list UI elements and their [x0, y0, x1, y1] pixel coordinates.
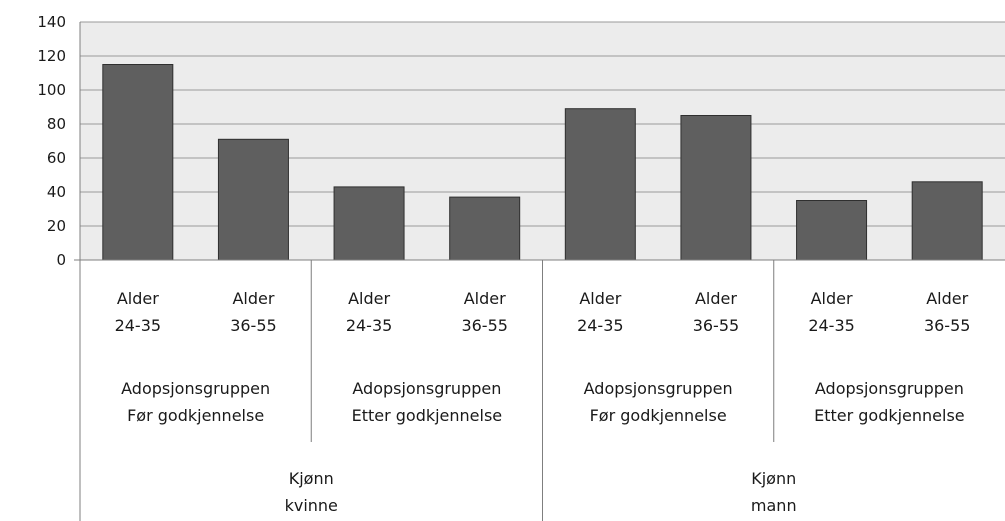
y-tick-label: 0 — [56, 251, 66, 269]
bar — [564, 108, 636, 261]
bar — [680, 115, 752, 261]
group-label-line: Adopsjonsgruppen — [584, 379, 733, 398]
gender-label-line: kvinne — [285, 496, 338, 515]
age-label: Alder 36-55 — [924, 289, 971, 335]
bar — [911, 181, 983, 261]
bar — [449, 196, 521, 261]
group-label: Adopsjonsgruppen Etter godkjennelse — [352, 379, 503, 425]
group-label-line: Før godkjennelse — [590, 406, 727, 425]
y-tick-label: 40 — [47, 183, 66, 201]
age-label-line: Alder — [926, 289, 968, 308]
age-label-line: 36-55 — [693, 316, 740, 335]
gender-label-line: Kjønn — [289, 469, 334, 488]
age-label-line: 24-35 — [115, 316, 162, 335]
group-label-line: Adopsjonsgruppen — [121, 379, 270, 398]
age-label: Alder 24-35 — [346, 289, 393, 335]
bar — [796, 200, 868, 261]
age-label-line: Alder — [117, 289, 159, 308]
group-label: Adopsjonsgruppen Etter godkjennelse — [814, 379, 965, 425]
age-label-line: Alder — [348, 289, 390, 308]
group-label-line: Før godkjennelse — [127, 406, 264, 425]
age-label: Alder 24-35 — [577, 289, 624, 335]
group-label-line: Adopsjonsgruppen — [352, 379, 501, 398]
age-label-line: 24-35 — [346, 316, 393, 335]
age-label: Alder 36-55 — [693, 289, 740, 335]
y-tick-label: 20 — [47, 217, 66, 235]
bar — [333, 186, 405, 261]
group-label-line: Etter godkjennelse — [352, 406, 503, 425]
group-label: Adopsjonsgruppen Før godkjennelse — [121, 379, 270, 425]
age-label-line: 24-35 — [577, 316, 624, 335]
age-label: Alder 24-35 — [808, 289, 855, 335]
gender-label-line: Kjønn — [751, 469, 796, 488]
age-label: Alder 36-55 — [461, 289, 508, 335]
age-label-line: Alder — [579, 289, 621, 308]
group-label: Adopsjonsgruppen Før godkjennelse — [584, 379, 733, 425]
age-label: Alder 24-35 — [115, 289, 162, 335]
y-tick-label: 80 — [47, 115, 66, 133]
age-label-line: Alder — [811, 289, 853, 308]
age-label: Alder 36-55 — [230, 289, 277, 335]
bar — [102, 64, 174, 261]
age-label-line: 36-55 — [924, 316, 971, 335]
y-axis-tick-labels: 0 20 40 60 80 100 120 140 — [37, 13, 66, 269]
gender-label: Kjønn kvinne — [285, 469, 338, 515]
gender-label-line: mann — [751, 496, 797, 515]
y-tick-label: 140 — [37, 13, 66, 31]
y-tick-label: 100 — [37, 81, 66, 99]
bar — [217, 138, 289, 261]
age-label-line: Alder — [464, 289, 506, 308]
age-label-line: 36-55 — [230, 316, 277, 335]
y-tick-label: 60 — [47, 149, 66, 167]
gender-label: Kjønn mann — [751, 469, 797, 515]
age-label-line: 24-35 — [808, 316, 855, 335]
age-label-line: Alder — [232, 289, 274, 308]
category-dividers — [310, 260, 775, 521]
age-label-line: 36-55 — [461, 316, 508, 335]
age-label-line: Alder — [695, 289, 737, 308]
x-axis-category-labels: Alder 24-35 Alder 36-55 Alder 24-35 Alder 36-55… — [115, 289, 971, 515]
group-label-line: Adopsjonsgruppen — [815, 379, 964, 398]
group-label-line: Etter godkjennelse — [814, 406, 965, 425]
y-tick-label: 120 — [37, 47, 66, 65]
